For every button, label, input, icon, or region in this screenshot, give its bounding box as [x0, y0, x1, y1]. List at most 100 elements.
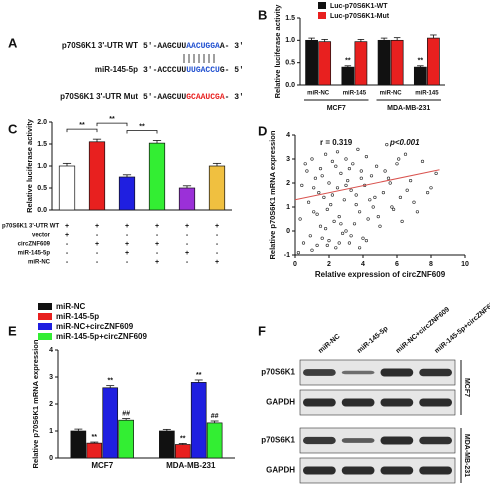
table-row-label: p70S6K1 3'-UTR WT: [2, 224, 59, 230]
scatter-point: [356, 147, 360, 151]
bar: [118, 419, 134, 459]
table-cell: -: [156, 232, 159, 239]
bar: [305, 39, 318, 86]
sequence-part: 5'-AAGCUU: [143, 93, 186, 102]
scatter-point: [368, 198, 372, 202]
pairing-marks: [183, 54, 215, 63]
scatter-point: [415, 210, 420, 214]
scatter-point: [341, 231, 345, 235]
scatter-point: [359, 176, 363, 180]
fit-line: [294, 169, 440, 201]
blot-band: [341, 398, 375, 407]
scatter-point: [334, 164, 338, 168]
scatter-point: [364, 239, 369, 243]
blot-column-label: miR-145-5p: [356, 325, 389, 355]
scatter-point: [339, 171, 343, 175]
scatter-point: [369, 174, 374, 178]
scatter-point: [429, 186, 433, 190]
table-cell: -: [66, 241, 69, 248]
scatter-point: [361, 236, 365, 240]
scatter-point: [373, 195, 377, 199]
y-tick-label: 1: [286, 204, 290, 211]
scatter-point: [339, 222, 343, 226]
blot-band: [303, 436, 336, 445]
stat-label: r = 0.319: [320, 138, 353, 147]
bar: [102, 387, 119, 459]
sequence-label: miR-145-5p: [95, 65, 138, 74]
table-cell: -: [156, 250, 159, 257]
significance-bracket: [66, 128, 98, 133]
table-cell: -: [66, 259, 69, 266]
table-cell: -: [96, 259, 99, 266]
y-tick-label: 2.0: [37, 119, 47, 126]
legend-label: miR-NC+circZNF609: [56, 322, 134, 331]
panel-label: B: [258, 7, 267, 22]
significance-label: **: [196, 372, 202, 379]
table-row-label: miR-NC: [28, 260, 51, 266]
bar: [70, 430, 87, 459]
table-row-label: miR-145-5p: [18, 251, 51, 257]
significance-label: **: [107, 377, 113, 384]
x-tick-label: MCF7: [91, 461, 113, 470]
scatter-point: [375, 164, 379, 168]
table-cell: +: [125, 241, 129, 248]
legend-swatch: [318, 2, 326, 9]
y-tick-label: -1: [284, 252, 290, 259]
scatter-point: [317, 191, 321, 195]
bar: [354, 41, 368, 86]
sequence-part: 5'-AAGCUU: [143, 42, 186, 51]
table-cell: +: [65, 223, 69, 230]
blot-band: [341, 466, 375, 475]
scatter-point: [364, 155, 369, 159]
bar: [390, 39, 404, 86]
legend-swatch: [38, 333, 52, 340]
scatter-point: [312, 186, 316, 190]
table-cell: +: [95, 241, 99, 248]
scatter-point: [346, 179, 350, 183]
x-tick-label: 8: [429, 261, 433, 268]
scatter-point: [300, 183, 304, 187]
scatter-point: [426, 191, 430, 195]
table-cell: -: [216, 232, 219, 239]
table-cell: +: [155, 223, 159, 230]
scatter-point: [434, 171, 438, 175]
panel-label: F: [258, 323, 266, 338]
bar: [190, 382, 207, 459]
scatter-point: [320, 174, 324, 178]
scatter-point: [329, 203, 333, 207]
table-cell: -: [186, 259, 189, 266]
blot-column-label: miR-NC: [317, 333, 341, 355]
scatter-point: [347, 167, 352, 171]
scatter-point: [412, 200, 416, 204]
scatter-point: [310, 248, 314, 252]
blot-band: [380, 436, 414, 445]
blot-column-label: miR-145-5p+circZNF609: [434, 298, 490, 355]
x-tick-label: 0: [293, 261, 297, 268]
y-tick-label: 2: [49, 401, 53, 408]
blot-band: [341, 370, 375, 375]
blot-band: [303, 369, 336, 376]
sequence: 3'-ACCCUUUUGACCUG- 5': [143, 66, 244, 75]
blot-band: [419, 466, 452, 475]
scatter-point: [312, 210, 316, 214]
scatter-point: [334, 246, 338, 250]
legend-label: Luc-p70S6K1-WT: [330, 3, 388, 10]
scatter-point: [405, 188, 409, 192]
bar: [118, 176, 136, 211]
panel-label: C: [8, 121, 18, 136]
table-cell: +: [125, 223, 129, 230]
significance-label: ##: [122, 410, 130, 417]
y-tick-label: 3: [49, 374, 53, 381]
scatter-point: [354, 193, 358, 197]
table-cell: -: [66, 250, 69, 257]
y-axis-label: Relative p70S6K1 mRNA expression: [31, 339, 40, 468]
scatter-point: [344, 183, 348, 187]
scatter-point: [301, 241, 306, 245]
table-row-label: vector: [32, 233, 51, 239]
bar: [159, 430, 175, 459]
y-tick-label: 4: [49, 347, 53, 354]
sequence-highlight: AACUGGA: [186, 42, 220, 51]
table-cell: +: [65, 232, 69, 239]
scatter-point: [358, 246, 362, 250]
scatter-point: [344, 157, 348, 161]
